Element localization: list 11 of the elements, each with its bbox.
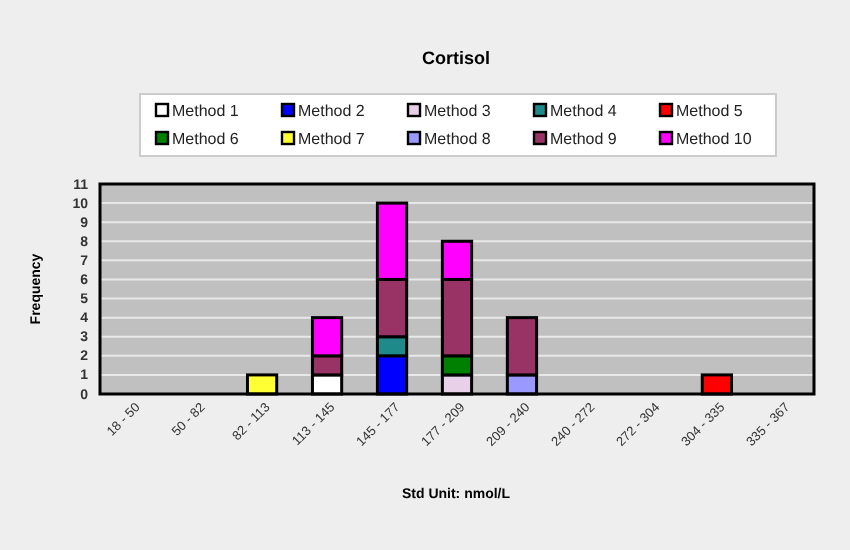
legend-label: Method 7 [298,130,366,148]
legend-label: Method 4 [550,102,618,120]
legend-label: Method 5 [676,102,744,120]
legend-label: Method 1 [172,102,240,120]
legend-label: Method 8 [424,130,492,148]
legend-label: Method 9 [550,130,618,148]
chart-title: Cortisol [421,48,491,68]
legend-label: Method 2 [298,102,366,120]
legend-label: Method 6 [172,130,240,148]
legend-label: Method 3 [424,102,492,120]
legend-label: Method 10 [676,130,753,148]
